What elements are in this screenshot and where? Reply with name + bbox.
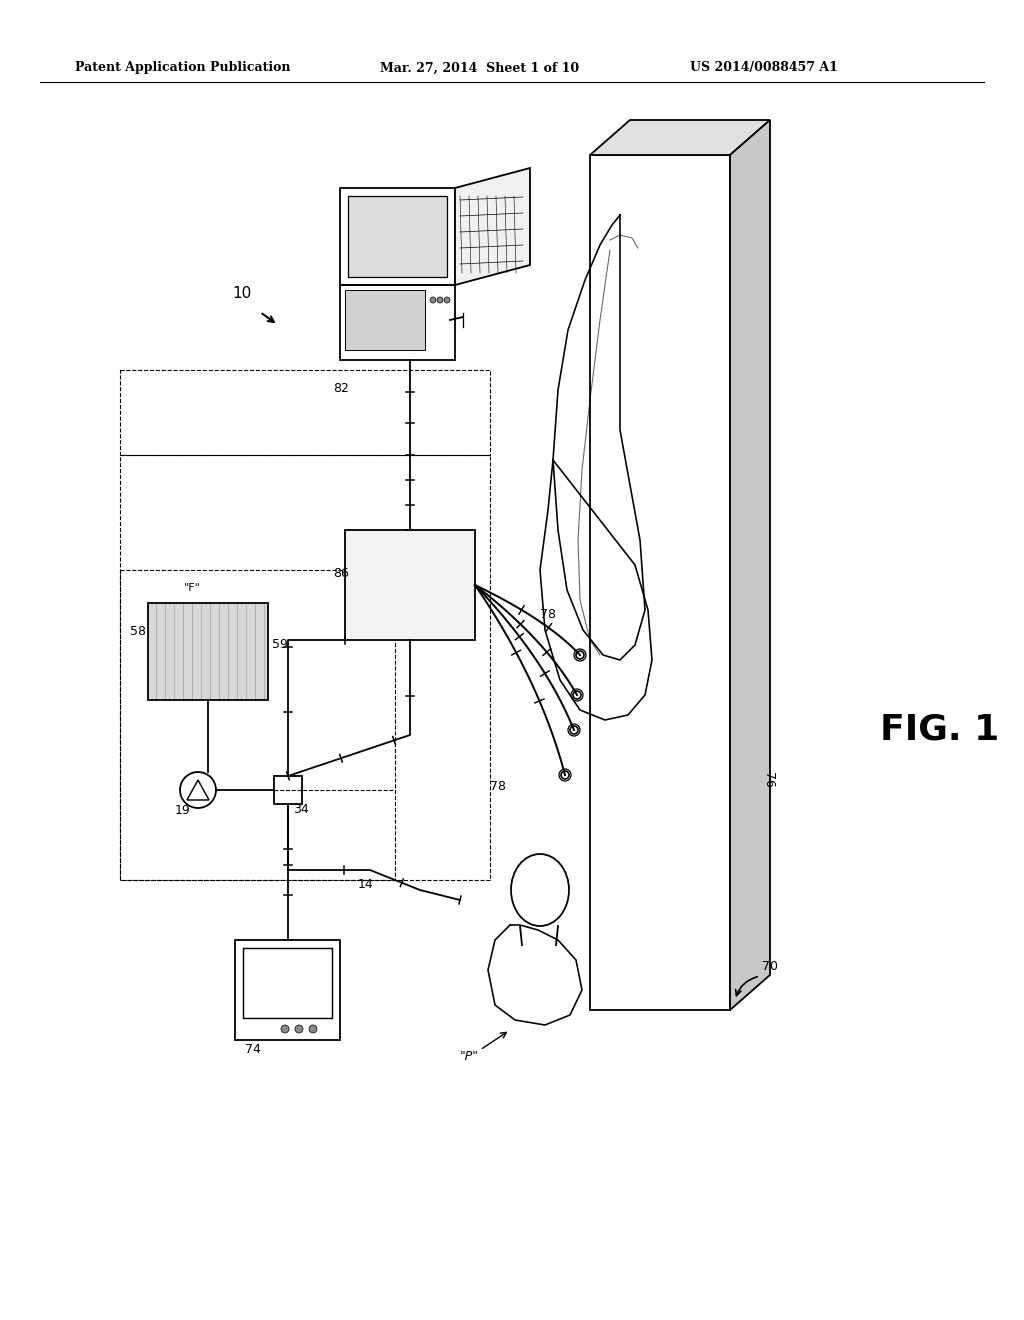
Circle shape	[281, 1026, 289, 1034]
Text: 86: 86	[333, 568, 349, 579]
Text: 78: 78	[540, 609, 556, 620]
Circle shape	[573, 690, 581, 700]
Text: 19: 19	[175, 804, 190, 817]
Polygon shape	[345, 290, 425, 350]
Text: FIG. 1: FIG. 1	[881, 713, 999, 747]
Polygon shape	[348, 195, 447, 277]
Text: 10: 10	[232, 286, 252, 301]
Text: 74: 74	[245, 1043, 261, 1056]
Text: 76: 76	[762, 772, 775, 788]
Text: "P": "P"	[460, 1049, 479, 1063]
Circle shape	[295, 1026, 303, 1034]
Circle shape	[570, 726, 578, 734]
Text: 82: 82	[333, 381, 349, 395]
Circle shape	[437, 297, 443, 304]
Circle shape	[575, 651, 584, 659]
Polygon shape	[455, 168, 530, 285]
Text: 34: 34	[293, 803, 309, 816]
Text: 58: 58	[130, 624, 146, 638]
Polygon shape	[590, 120, 770, 154]
Text: "F": "F"	[183, 583, 201, 593]
Text: US 2014/0088457 A1: US 2014/0088457 A1	[690, 62, 838, 74]
Text: Mar. 27, 2014  Sheet 1 of 10: Mar. 27, 2014 Sheet 1 of 10	[380, 62, 580, 74]
Text: 78: 78	[490, 780, 506, 793]
Text: 59: 59	[272, 638, 288, 651]
Circle shape	[309, 1026, 317, 1034]
Polygon shape	[730, 120, 770, 1010]
Circle shape	[561, 771, 569, 779]
Polygon shape	[148, 603, 268, 700]
Circle shape	[444, 297, 450, 304]
Circle shape	[430, 297, 436, 304]
Text: Patent Application Publication: Patent Application Publication	[75, 62, 291, 74]
Text: 14: 14	[358, 878, 374, 891]
Polygon shape	[345, 531, 475, 640]
Text: 70: 70	[762, 960, 778, 973]
